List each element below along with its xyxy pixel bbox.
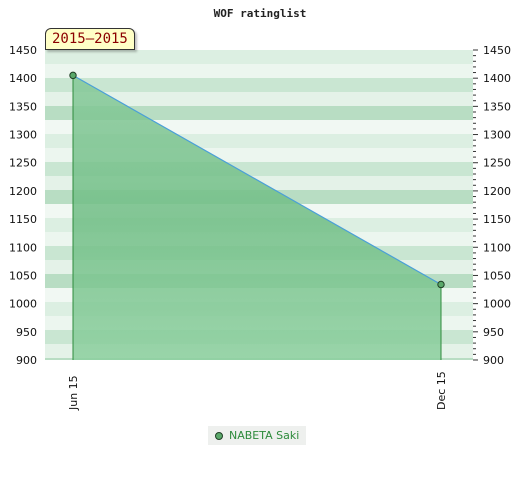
y-axis-left: 900 950 1000 1050 1100 1150 1200 1250 1300 1350 14… — [9, 44, 37, 367]
y-tick-label-left: 1400 — [9, 72, 37, 85]
area-layer — [69, 71, 445, 360]
legend[interactable]: NABETA Saki — [208, 426, 307, 445]
legend-marker-icon — [215, 431, 223, 440]
y-tick-label-left: 1100 — [9, 241, 37, 254]
y-tick-label-right: 950 — [483, 326, 504, 339]
y-tick-label-right: 1000 — [483, 298, 511, 311]
y-tick-label-left: 1200 — [9, 185, 37, 198]
y-tick-label-left: 1050 — [9, 269, 37, 282]
y-tick-label-left: 950 — [16, 326, 37, 339]
y-tick-label-right: 1050 — [483, 269, 511, 282]
series-line — [72, 74, 442, 285]
y-tick-label-right: 1250 — [483, 157, 511, 170]
legend-label: NABETA Saki — [229, 429, 300, 442]
y-axis-right: 900 950 1000 1050 1100 1150 1200 1250 1300 1350 14… — [473, 44, 511, 367]
y-tick-label-right: 1150 — [483, 213, 511, 226]
x-tick-label: Jun 15 — [67, 375, 80, 411]
y-tick-label-left: 1150 — [9, 213, 37, 226]
plot-band — [45, 64, 473, 78]
y-tick-label-left: 1450 — [9, 44, 37, 57]
y-tick-label-right: 1350 — [483, 100, 511, 113]
chart-title: WOF ratinglist — [214, 7, 307, 20]
y-tick-label-left: 1250 — [9, 157, 37, 170]
y-tick-label-right: 1450 — [483, 44, 511, 57]
data-point[interactable] — [69, 71, 77, 80]
y-tick-label-right: 1400 — [483, 72, 511, 85]
y-tick-label-left: 1000 — [9, 298, 37, 311]
period-badge: 2015–2015 — [45, 28, 135, 50]
plot-band — [45, 106, 473, 120]
x-axis: Jun 15 Dec 15 — [67, 371, 448, 411]
y-tick-label-right: 1200 — [483, 185, 511, 198]
x-tick-label: Dec 15 — [435, 371, 448, 410]
plot-band — [45, 78, 473, 92]
y-tick-label-left: 1300 — [9, 129, 37, 142]
data-point[interactable] — [437, 280, 445, 289]
y-tick-label-right: 1100 — [483, 241, 511, 254]
y-tick-label-left: 1350 — [9, 100, 37, 113]
y-tick-label-right: 1300 — [483, 129, 511, 142]
series-area — [73, 75, 441, 360]
plot-band — [45, 92, 473, 106]
y-tick-label-left: 900 — [16, 354, 37, 367]
y-tick-label-right: 900 — [483, 354, 504, 367]
plot-band — [45, 50, 473, 64]
